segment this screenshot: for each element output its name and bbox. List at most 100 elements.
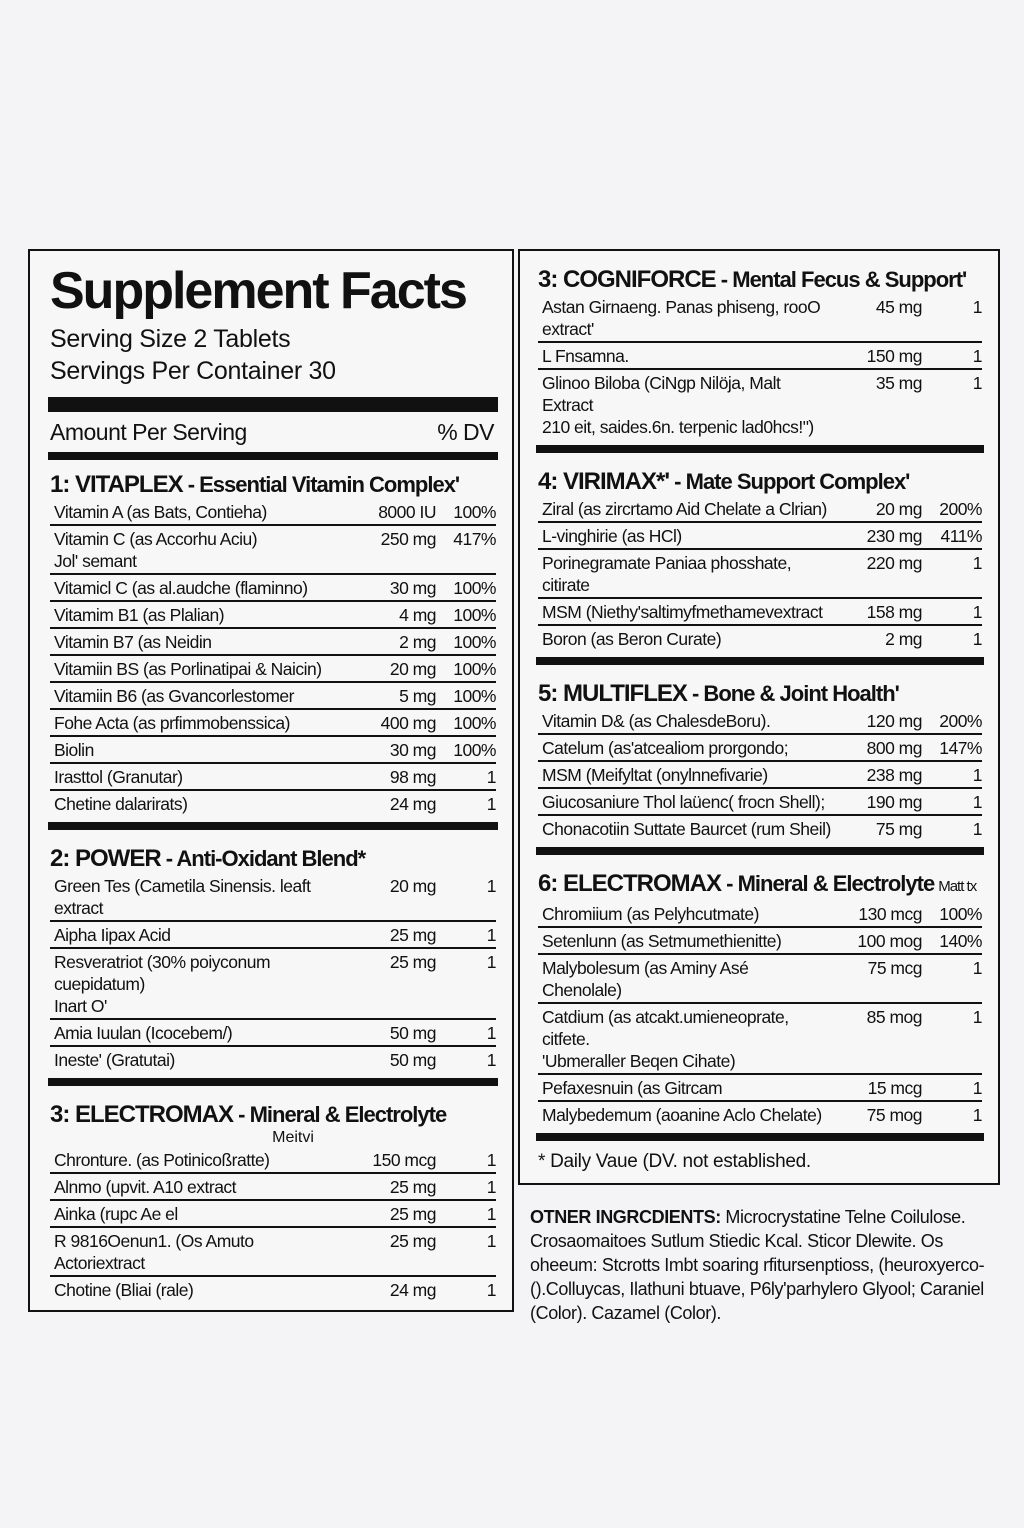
ingredient-amount: 20 mg bbox=[389, 659, 437, 679]
other-ingredients-text: Microcrystatine Telne Coilulose. Crosaom… bbox=[530, 1207, 985, 1323]
ingredient-name: Resveratriot (30% poiyconum cuepidatum) … bbox=[54, 952, 271, 1016]
ingredient-row: Irasttol (Granutar) 98 mg 1 bbox=[50, 764, 497, 791]
ingredient-name: Amia Iuulan (Icocebem/) bbox=[54, 1023, 233, 1043]
ingredient-name: Vitamiin B6 (as Gvancorlestomer bbox=[54, 686, 294, 706]
section-subtitle: - Bone & Joint Hoalth' bbox=[686, 681, 900, 706]
divider bbox=[48, 452, 498, 460]
section-name: 1: VITAPLEX bbox=[50, 471, 184, 498]
ingredient-dv: 1 bbox=[972, 819, 983, 839]
ingredient-dv: 1 bbox=[486, 952, 497, 972]
ingredient-row: Chonacotiin Suttate Baurcet (rum Sheil) 7… bbox=[538, 816, 983, 841]
ingredient-name: Astan Girnaeng. Panas phiseng, rooO extr… bbox=[542, 297, 821, 339]
serving-size: Serving Size 2 Tablets bbox=[50, 325, 291, 353]
ingredient-row: Chetine dalarirats) 24 mg 1 bbox=[50, 791, 497, 816]
ingredient-dv: 147% bbox=[939, 738, 982, 758]
ingredient-dv: 100% bbox=[453, 632, 496, 652]
section-subtitle: - Mate Support Complex' bbox=[669, 469, 910, 494]
ingredient-dv: 1 bbox=[486, 1204, 497, 1224]
ingredient-row: Glinoo Biloba (CiNgp Nilöja, Malt Extrac… bbox=[538, 370, 983, 439]
ingredient-dv: 1 bbox=[972, 765, 983, 785]
ingredient-dv: 100% bbox=[453, 686, 496, 706]
ingredient-amount: 50 mg bbox=[389, 1050, 437, 1070]
ingredient-name: Catdium (as atcakt.umieneoprate, citfete… bbox=[542, 1007, 789, 1071]
ingredient-amount: 150 mg bbox=[866, 346, 923, 366]
ingredient-amount: 238 mg bbox=[866, 765, 923, 785]
ingredient-amount: 75 mcg bbox=[867, 958, 923, 978]
section-divider bbox=[536, 847, 984, 855]
amount-per-serving-label: Amount Per Serving bbox=[50, 419, 247, 445]
section: 5: MULTIFLEX - Bone & Joint Hoalth' Vitam… bbox=[538, 679, 983, 841]
ingredient-row: Vitamiin B6 (as Gvancorlestomer 5 mg 100% bbox=[50, 683, 497, 710]
ingredient-dv: 1 bbox=[486, 925, 497, 945]
ingredient-name: Chonacotiin Suttate Baurcet (rum Sheil) bbox=[542, 819, 831, 839]
ingredient-name: Vitamin C (as Accorhu Aciu) Jol' semant bbox=[54, 529, 258, 571]
ingredient-dv: 1 bbox=[486, 1150, 497, 1170]
section: 2: POWER - Anti-Oxidant Blend* Green Tes … bbox=[50, 844, 497, 1072]
section-name: 4: VIRIMAX*' bbox=[538, 468, 670, 495]
ingredient-name: Ineste' (Gratutai) bbox=[54, 1050, 175, 1070]
section-heading: 6: ELECTROMAX - Mineral & Electrolyte Mat… bbox=[538, 869, 982, 901]
ingredient-dv: 1 bbox=[972, 792, 983, 812]
ingredient-row: R 9816Oenun1. (Os Amuto Actoriextract 25 … bbox=[50, 1228, 497, 1277]
ingredient-dv: 1 bbox=[486, 1231, 497, 1251]
ingredient-dv: 1 bbox=[486, 1280, 497, 1300]
ingredient-name: Vitamin D& (as ChalesdeBoru). bbox=[542, 711, 771, 731]
section-subtitle: - Essential Vitamin Complex' bbox=[182, 472, 460, 497]
ingredient-name: Alnmo (upvit. A10 extract bbox=[54, 1177, 237, 1197]
ingredient-amount: 75 mg bbox=[875, 819, 923, 839]
ingredient-row: Vitamin B7 (as Neidin 2 mg 100% bbox=[50, 629, 497, 656]
ingredient-rows: Vitamin A (as Bats, Contieha) 8000 IU 100%… bbox=[50, 499, 497, 816]
section-name: 3: COGNIFORCE bbox=[538, 266, 717, 293]
ingredient-dv: 1 bbox=[972, 553, 983, 573]
ingredient-dv: 200% bbox=[939, 711, 982, 731]
ingredient-rows: Vitamin D& (as ChalesdeBoru). 120 mg 200% C… bbox=[538, 708, 983, 841]
ingredient-amount: 98 mg bbox=[389, 767, 437, 787]
section-divider bbox=[48, 1078, 498, 1086]
section-subtitle-extra: Matt tx bbox=[938, 878, 977, 895]
ingredient-row: Fohe Acta (as prfimmobenssica) 400 mg 100% bbox=[50, 710, 497, 737]
ingredient-row: MSM (Meifyltat (onylnnefivarie) 238 mg 1 bbox=[538, 762, 983, 789]
ingredient-rows: Green Tes (Cametila Sinensis. leaft extr… bbox=[50, 873, 497, 1072]
ingredient-amount: 2 mg bbox=[399, 632, 436, 652]
ingredient-name: Ziral (as zircrtamo Aid Chelate a Clrian… bbox=[542, 499, 827, 519]
ingredient-name: Vitamicl C (as al.audche (flaminno) bbox=[54, 578, 308, 598]
section-name: 3: ELECTROMAX bbox=[50, 1101, 234, 1128]
ingredient-row: Vitamin D& (as ChalesdeBoru). 120 mg 200% bbox=[538, 708, 983, 735]
ingredient-dv: 411% bbox=[940, 526, 983, 546]
ingredient-row: Amia Iuulan (Icocebem/) 50 mg 1 bbox=[50, 1020, 497, 1047]
ingredient-dv: 140% bbox=[939, 931, 982, 951]
ingredient-amount: 150 mcg bbox=[372, 1150, 436, 1170]
section-name: 6: ELECTROMAX bbox=[538, 870, 722, 897]
ingredient-amount: 25 mg bbox=[389, 925, 437, 945]
right-sections: 3: COGNIFORCE - Mental Fecus & Support' A… bbox=[536, 265, 984, 1141]
ingredient-dv: 1 bbox=[486, 1050, 497, 1070]
other-ingredients: OTNER INGRCDIENTS: Microcrystatine Telne… bbox=[518, 1205, 1000, 1325]
ingredient-name: Vitamim B1 (as Plalian) bbox=[54, 605, 225, 625]
ingredient-name: Chromiium (as Pelyhcutmate) bbox=[542, 904, 759, 924]
ingredient-name: Malybolesum (as Aminy Asé Chenolale) bbox=[542, 958, 749, 1000]
ingredient-amount: 45 mg bbox=[875, 297, 923, 317]
ingredient-amount: 24 mg bbox=[389, 794, 437, 814]
ingredient-name: Fohe Acta (as prfimmobenssica) bbox=[54, 713, 290, 733]
ingredient-name: Vitamin A (as Bats, Contieha) bbox=[54, 502, 267, 522]
ingredient-dv: 100% bbox=[939, 904, 982, 924]
ingredient-row: L-vinghirie (as HCl) 230 mg 411% bbox=[538, 523, 983, 550]
ingredient-dv: 1 bbox=[972, 297, 983, 317]
ingredient-row: Malybedemum (aoanine Aclo Chelate) 75 mog… bbox=[538, 1102, 983, 1127]
ingredient-amount: 24 mg bbox=[389, 1280, 437, 1300]
ingredient-dv: 1 bbox=[972, 373, 983, 393]
ingredient-amount: 800 mg bbox=[866, 738, 923, 758]
ingredient-dv: 1 bbox=[972, 1007, 983, 1027]
section: 4: VIRIMAX*' - Mate Support Complex' Zira… bbox=[538, 467, 983, 651]
ingredient-dv: 100% bbox=[453, 713, 496, 733]
section: 1: VITAPLEX - Essential Vitamin Complex'… bbox=[50, 470, 497, 816]
ingredient-amount: 158 mg bbox=[866, 602, 923, 622]
ingredient-dv: 1 bbox=[972, 958, 983, 978]
other-ingredients-label: OTNER INGRCDIENTS: bbox=[530, 1207, 721, 1227]
section-divider bbox=[536, 445, 984, 453]
ingredient-dv: 1 bbox=[486, 876, 497, 896]
ingredient-rows: Chronture. (as Potinicoßratte) 150 mcg 1 Al… bbox=[50, 1147, 497, 1302]
ingredient-row: Biolin 30 mg 100% bbox=[50, 737, 497, 764]
ingredient-row: Alnmo (upvit. A10 extract 25 mg 1 bbox=[50, 1174, 497, 1201]
ingredient-row: Ziral (as zircrtamo Aid Chelate a Clrian… bbox=[538, 496, 983, 523]
